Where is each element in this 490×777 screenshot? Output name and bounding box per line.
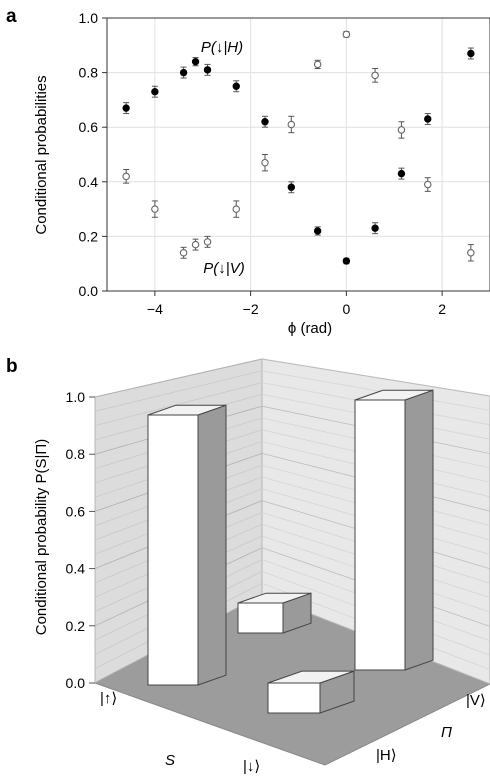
y-tick-label: 0.4: [66, 561, 86, 577]
data-point-p-down-h: [151, 88, 159, 96]
data-point-p-down-h: [397, 169, 406, 178]
bar-side-face: [197, 404, 227, 686]
data-point-p-down-v: [287, 120, 296, 129]
y-tick-label: 0.0: [79, 283, 99, 299]
axis-s-category-down: |↓⟩: [243, 758, 260, 775]
y-tick-label: 1.0: [79, 10, 99, 26]
wall-grid-line: [261, 370, 490, 411]
data-point-p-down-h: [342, 257, 351, 265]
data-point-p-down-h: [287, 183, 296, 191]
panel-b-3d-bar-chart: 0.0 0.2 0.4 0.6 0.8 1.0 Conditional probabili…: [33, 358, 490, 775]
panel-a-data-points: [122, 30, 475, 265]
panel-a-y-ticks: 0.0 0.2 0.4 0.6 0.8 1.0: [79, 10, 107, 299]
data-point-p-down-v: [203, 238, 212, 246]
y-tick-label: 0.6: [66, 503, 86, 519]
data-point-p-down-v: [179, 249, 188, 257]
panel-a-x-axis-label: ϕ (rad): [288, 320, 332, 337]
bar-side-face: [404, 389, 434, 671]
wall-grid-line: [94, 370, 263, 412]
x-tick-label: 2: [438, 301, 446, 317]
data-point-p-down-h: [203, 66, 212, 74]
panel-a-grid: [107, 17, 490, 292]
bar-front-face: [354, 399, 406, 671]
data-point-p-down-h: [261, 118, 269, 126]
data-point-p-down-v: [122, 172, 130, 181]
x-tick-label: 0: [342, 301, 350, 317]
axis-pi-category-v: |V⟩: [466, 692, 486, 709]
y-tick-label: 0.2: [66, 618, 86, 634]
data-point-p-down-v: [342, 30, 351, 39]
data-point-p-down-v: [424, 180, 432, 189]
wall-grid-line: [94, 382, 263, 426]
series-label-p-down-given-v: P(↓|V): [203, 260, 244, 277]
panel-a-y-axis-label: Conditional probabilities: [33, 75, 50, 234]
bar-front-face: [267, 682, 321, 714]
y-tick-label: 0.2: [79, 228, 99, 244]
bar-up-h: [147, 404, 227, 686]
panel-a-x-ticks: −4 −2 0 2: [147, 291, 446, 317]
y-tick-label: 1.0: [66, 389, 86, 405]
y-tick-label: 0.6: [79, 119, 99, 135]
data-point-p-down-h: [467, 49, 475, 58]
data-point-p-down-h: [232, 82, 240, 90]
data-point-p-down-h: [313, 227, 322, 235]
data-point-p-down-v: [191, 240, 200, 249]
bar-front-face: [147, 414, 199, 686]
y-tick-label: 0.4: [79, 174, 99, 190]
bar-down-h: [267, 670, 355, 714]
data-point-p-down-h: [191, 57, 200, 66]
panel-a-scatter-chart: 0.0 0.2 0.4 0.6 0.8 1.0 −4 −2 0 2 Conditional pr…: [33, 10, 490, 337]
data-point-p-down-v: [261, 158, 269, 167]
panel-b-y-axis-label: Conditional probability P(S|Π): [33, 439, 50, 636]
y-tick-label: 0.8: [79, 65, 99, 81]
axis-pi-label: Π: [441, 724, 452, 741]
panel-a-plot-frame: [106, 17, 490, 292]
bar-front-face: [237, 602, 284, 634]
data-point-p-down-v: [313, 60, 322, 69]
y-tick-label: 0.8: [66, 446, 86, 462]
x-tick-label: −2: [243, 301, 259, 317]
data-point-p-down-h: [122, 104, 130, 112]
data-point-p-down-v: [371, 71, 379, 80]
axis-pi-category-h: |H⟩: [376, 747, 397, 764]
wall-grid-line: [94, 358, 263, 398]
data-point-p-down-h: [371, 224, 379, 232]
axis-s-category-up: |↑⟩: [100, 690, 117, 707]
panel-b-bars: [147, 389, 434, 714]
wall-grid-line: [261, 358, 490, 397]
data-point-p-down-v: [467, 249, 475, 257]
data-point-p-down-v: [397, 126, 406, 134]
data-point-p-down-h: [424, 115, 432, 123]
panel-a-letter: a: [6, 6, 17, 27]
data-point-p-down-v: [151, 205, 159, 213]
panel-b-letter: b: [6, 356, 18, 377]
bar-down-v: [354, 389, 434, 671]
bar-up-v: [237, 592, 312, 634]
data-point-p-down-h: [179, 68, 188, 77]
x-tick-label: −4: [147, 301, 163, 317]
panel-b-y-ticks: 0.0 0.2 0.4 0.6 0.8 1.0: [66, 389, 95, 691]
data-point-p-down-v: [232, 205, 241, 213]
axis-s-label: S: [165, 752, 175, 769]
y-tick-label: 0.0: [66, 675, 86, 691]
series-label-p-down-given-h: P(↓|H): [201, 39, 243, 56]
